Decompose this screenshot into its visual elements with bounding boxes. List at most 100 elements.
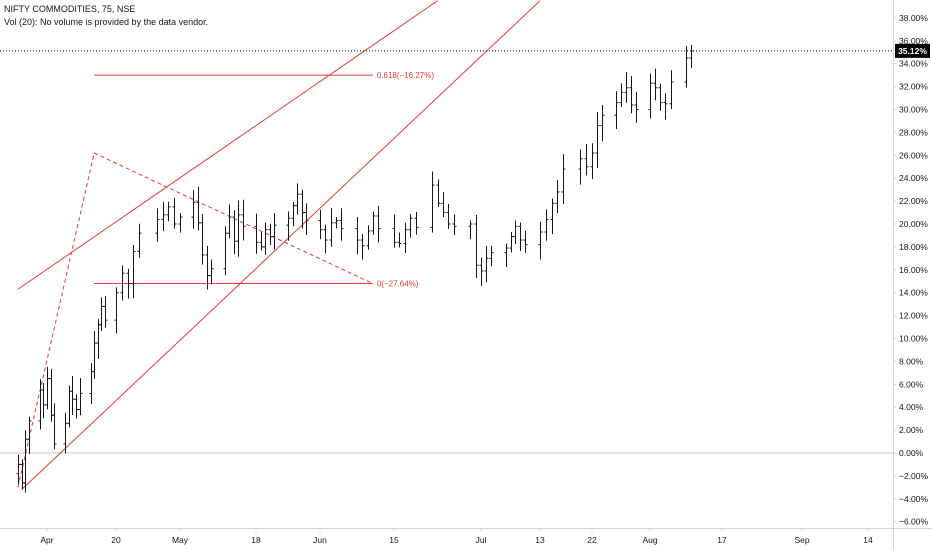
ohlc-bar: [63, 412, 68, 454]
ohlc-bar: [120, 265, 125, 301]
ohlc-bar: [161, 201, 166, 232]
ohlc-bar: [624, 72, 629, 103]
ohlc-bar: [236, 200, 241, 257]
drawing-tools-layer: 0.618(−16.27%) 0(−27.64%): [0, 0, 893, 491]
y-tick-label: 4.00%: [899, 402, 924, 412]
x-tick-label: 14: [863, 535, 873, 545]
ohlc-bar: [339, 208, 344, 241]
y-tick-label: 20.00%: [899, 219, 928, 229]
fib-level-label-0: 0(−27.64%): [377, 280, 419, 289]
ohlc-bar: [304, 203, 309, 235]
x-tick-label: 20: [111, 535, 121, 545]
ohlc-bar: [263, 222, 268, 255]
y-tick-label: −6.00%: [899, 517, 929, 527]
ohlc-bar: [595, 112, 600, 168]
ohlc-bar: [45, 366, 50, 410]
ohlc-bar: [619, 83, 624, 108]
y-tick-label: 32.00%: [899, 82, 928, 92]
y-tick-label: 28.00%: [899, 127, 928, 137]
ohlc-bar: [295, 183, 300, 215]
ohlc-bar: [468, 220, 473, 240]
x-tick-label: 18: [251, 535, 261, 545]
ohlc-bar: [523, 231, 528, 253]
ohlc-bar: [555, 180, 560, 214]
y-tick-label: 0.00%: [899, 448, 924, 458]
ohlc-bar: [196, 186, 201, 231]
ohlc-bar: [20, 459, 25, 490]
ohlc-bar: [74, 394, 79, 419]
ohlc-bar: [584, 144, 589, 176]
x-tick-label: 22: [587, 535, 597, 545]
ohlc-bar: [600, 104, 605, 142]
ohlc-bar: [403, 222, 408, 254]
ohlc-bar: [634, 92, 639, 123]
channel-lower-line: [21, 0, 541, 491]
x-tick-label: Jun: [313, 535, 327, 545]
ohlc-bar: [513, 220, 518, 244]
y-tick-label: 24.00%: [899, 173, 928, 183]
y-tick-label: 14.00%: [899, 288, 928, 298]
ohlc-bar: [16, 454, 21, 485]
y-tick-label: 18.00%: [899, 242, 928, 252]
y-tick-label: 12.00%: [899, 311, 928, 321]
ohlc-bar: [286, 211, 291, 241]
ohlc-bar: [209, 259, 214, 285]
ohlc-bar: [392, 214, 397, 248]
x-tick-label: Sep: [794, 535, 809, 545]
ohlc-bar: [474, 214, 479, 278]
y-tick-label: 8.00%: [899, 356, 924, 366]
ohlc-bar: [484, 245, 489, 283]
ohlc-bar: [41, 383, 46, 419]
ohlc-bar: [689, 44, 694, 69]
y-tick-label: 30.00%: [899, 105, 928, 115]
ohlc-bar: [205, 245, 210, 290]
y-tick-label: 6.00%: [899, 379, 924, 389]
ohlc-bar: [614, 91, 619, 130]
ohlc-bar: [329, 208, 334, 247]
ohlc-series: [16, 44, 694, 493]
ohlc-bar: [590, 143, 595, 180]
ohlc-bar: [366, 225, 371, 250]
ohlc-bar: [489, 245, 494, 267]
volume-indicator-note: Vol (20): No volume is provided by the d…: [4, 17, 209, 27]
ohlc-bar: [114, 287, 119, 334]
ohlc-bar: [99, 297, 104, 332]
ohlc-bar: [318, 209, 323, 240]
ohlc-bar: [137, 223, 142, 258]
channel-upper-line: [17, 0, 438, 290]
ohlc-bar: [223, 226, 228, 276]
ohlc-bar: [23, 430, 28, 493]
ohlc-bar: [663, 93, 668, 120]
ohlc-bar: [669, 70, 674, 110]
x-tick-label: Apr: [40, 535, 53, 545]
y-tick-label: 16.00%: [899, 265, 928, 275]
ohlc-bar: [300, 189, 305, 229]
x-tick-label: Jul: [476, 535, 487, 545]
ohlc-bar: [436, 179, 441, 207]
ohlc-bar: [648, 73, 653, 119]
ohlc-bar: [629, 76, 634, 114]
x-tick-label: May: [172, 535, 189, 545]
x-tick-label: Aug: [642, 535, 657, 545]
ohlc-bar: [200, 213, 205, 265]
y-tick-label: −2.00%: [899, 471, 929, 481]
ohlc-bar: [52, 403, 57, 450]
ohlc-bar: [544, 209, 549, 241]
ohlc-bar: [538, 221, 543, 260]
ohlc-bar: [227, 204, 232, 239]
ohlc-bar: [38, 379, 43, 430]
ohlc-bar: [92, 331, 97, 379]
ohlc-bar: [103, 296, 108, 328]
ohlc-bar: [78, 377, 83, 416]
ohlc-bar: [550, 198, 555, 235]
ohlc-bar: [166, 201, 171, 222]
ohlc-bar: [191, 190, 196, 229]
ohlc-bar: [518, 222, 523, 252]
ohlc-bar: [653, 68, 658, 101]
ohlc-bar: [452, 214, 457, 235]
last-price-value: 35.12%: [898, 46, 927, 56]
ohlc-bar: [397, 232, 402, 248]
ohlc-bar: [259, 231, 264, 251]
y-tick-label: 2.00%: [899, 425, 924, 435]
